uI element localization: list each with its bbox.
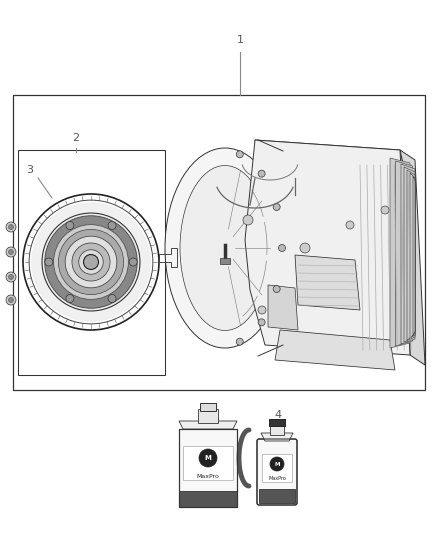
Bar [259, 489, 295, 503]
Polygon shape [404, 167, 415, 342]
Text: 2: 2 [72, 133, 80, 143]
Text: M: M [274, 462, 280, 466]
Circle shape [129, 258, 137, 266]
Circle shape [8, 224, 14, 230]
Circle shape [79, 250, 103, 274]
Circle shape [300, 243, 310, 253]
Circle shape [270, 457, 284, 471]
Circle shape [43, 214, 138, 310]
Ellipse shape [165, 148, 285, 348]
Circle shape [346, 221, 354, 229]
Bar [270, 424, 284, 435]
Circle shape [108, 222, 116, 230]
Circle shape [66, 222, 74, 230]
Circle shape [199, 449, 217, 467]
Text: MaxPro: MaxPro [197, 473, 219, 479]
Polygon shape [245, 140, 410, 355]
Bar [18, 150, 165, 375]
Circle shape [8, 274, 14, 279]
Circle shape [273, 204, 280, 211]
Circle shape [6, 272, 16, 282]
Polygon shape [179, 421, 237, 429]
Circle shape [53, 224, 128, 300]
Bar [269, 419, 285, 426]
Circle shape [6, 247, 16, 257]
Circle shape [6, 222, 16, 232]
Circle shape [8, 297, 14, 303]
Circle shape [108, 295, 116, 303]
Circle shape [72, 243, 110, 281]
Circle shape [8, 249, 14, 254]
Text: 4: 4 [275, 410, 282, 420]
Polygon shape [268, 285, 298, 330]
Circle shape [66, 295, 74, 303]
Bar [200, 403, 216, 411]
Bar [13, 95, 425, 390]
Circle shape [273, 286, 280, 293]
Bar [220, 258, 230, 264]
Text: MaxPro: MaxPro [268, 475, 286, 481]
Circle shape [31, 202, 151, 322]
Text: 3: 3 [27, 165, 33, 175]
Bar [262, 454, 292, 482]
Bar [179, 429, 237, 507]
Polygon shape [407, 170, 415, 340]
Bar [198, 409, 218, 423]
Circle shape [258, 170, 265, 177]
Circle shape [258, 319, 265, 326]
Polygon shape [413, 176, 415, 336]
Circle shape [58, 229, 124, 295]
Circle shape [6, 295, 16, 305]
Polygon shape [295, 255, 360, 310]
Circle shape [236, 151, 243, 158]
Bar [179, 491, 237, 507]
Circle shape [45, 216, 137, 308]
Circle shape [84, 255, 99, 270]
Text: 5: 5 [201, 410, 208, 420]
Circle shape [381, 206, 389, 214]
Circle shape [236, 338, 243, 345]
Polygon shape [275, 330, 395, 370]
Bar [179, 429, 237, 507]
Polygon shape [261, 433, 293, 441]
Polygon shape [390, 158, 410, 348]
Polygon shape [255, 140, 410, 195]
Ellipse shape [180, 166, 270, 330]
Circle shape [65, 236, 117, 288]
Circle shape [243, 215, 253, 225]
Circle shape [279, 245, 286, 252]
Circle shape [45, 258, 53, 266]
Polygon shape [401, 164, 415, 344]
Text: M: M [205, 455, 212, 461]
Circle shape [258, 306, 266, 314]
Polygon shape [410, 173, 415, 338]
Polygon shape [396, 161, 413, 346]
Polygon shape [400, 150, 425, 365]
Bar [183, 446, 233, 480]
FancyBboxPatch shape [257, 439, 297, 505]
Text: 1: 1 [237, 35, 244, 45]
